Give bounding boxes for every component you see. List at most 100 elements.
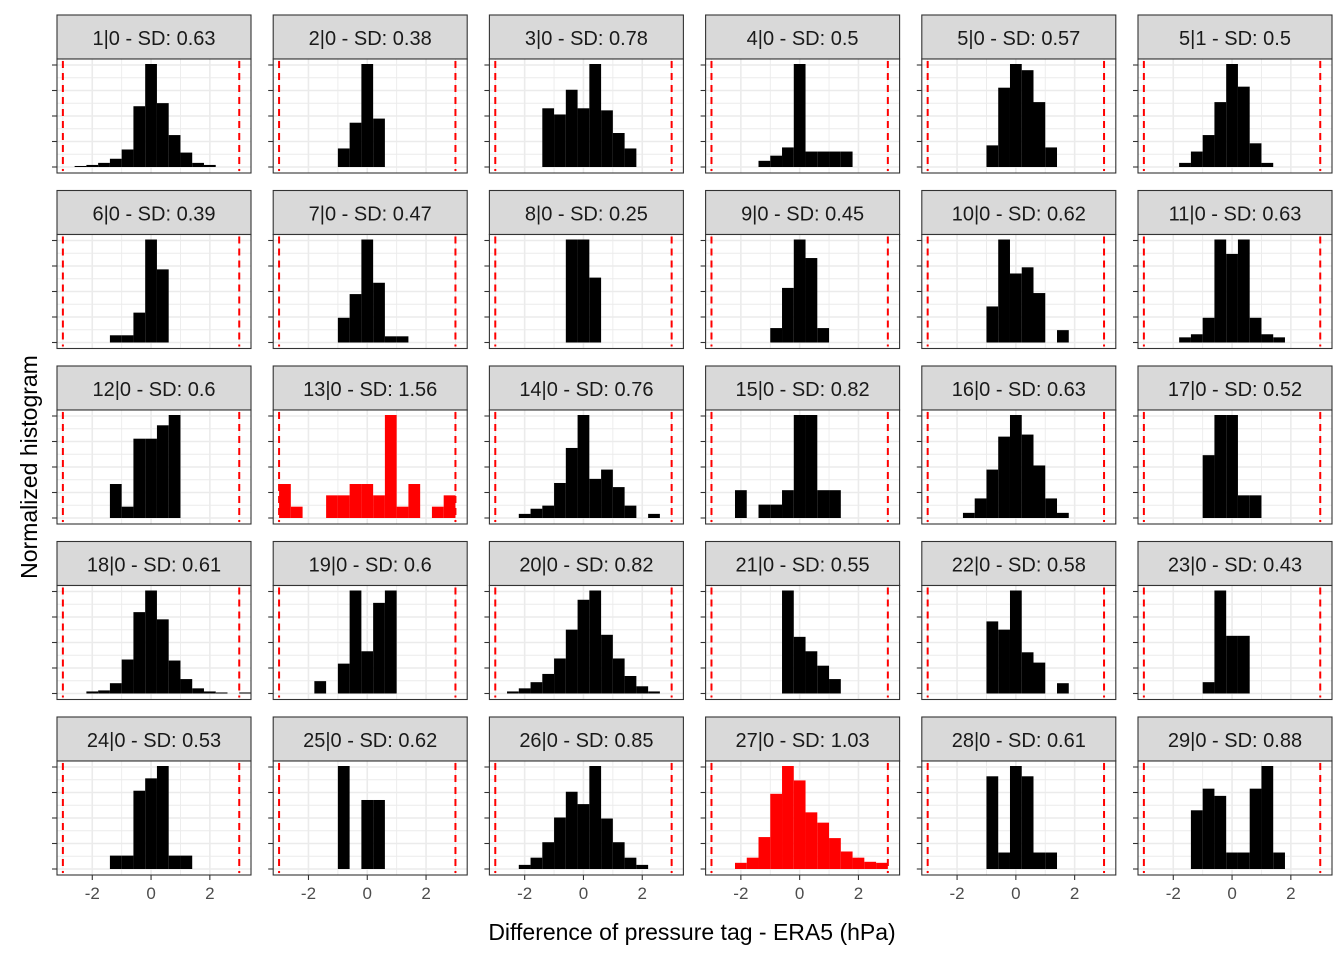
histogram-bar xyxy=(805,651,818,694)
histogram-bar xyxy=(109,158,122,167)
histogram-bar xyxy=(782,147,794,167)
histogram-bar xyxy=(337,495,350,518)
histogram-bar xyxy=(805,258,818,343)
facet-strip xyxy=(921,540,1117,587)
x-tick-label: 2 xyxy=(1286,884,1295,903)
histogram-bar xyxy=(565,791,578,869)
histogram-bar xyxy=(1045,498,1058,518)
histogram-bar xyxy=(361,799,374,869)
histogram-bar xyxy=(986,621,999,694)
histogram-bar xyxy=(518,688,531,694)
histogram-bar xyxy=(121,149,134,167)
facet-strip xyxy=(1137,365,1333,411)
histogram-bar xyxy=(840,851,853,869)
histogram-bar xyxy=(829,151,841,167)
histogram-bar xyxy=(1045,147,1058,167)
facet-panel: 3|0 - SD: 0.78 xyxy=(484,14,684,174)
facet-strip xyxy=(488,14,684,60)
histogram-bar xyxy=(746,857,759,869)
facet-strip xyxy=(56,716,252,762)
histogram-bar xyxy=(133,790,146,869)
facet-strip xyxy=(921,14,1117,60)
histogram-bar xyxy=(1202,317,1215,343)
histogram-bar xyxy=(734,490,747,518)
histogram-bar xyxy=(805,812,818,869)
histogram-bar xyxy=(1057,683,1069,694)
histogram-bar xyxy=(589,766,602,869)
facet-label: 1|0 - SD: 0.63 xyxy=(92,28,215,50)
histogram-bar xyxy=(156,425,169,518)
x-tick-label: 2 xyxy=(638,884,647,903)
facet-panel: 20|0 - SD: 0.82 xyxy=(484,540,684,701)
histogram-bar xyxy=(624,505,637,518)
facet-label: 9|0 - SD: 0.45 xyxy=(741,204,864,226)
histogram-bar xyxy=(337,663,350,694)
facet-strip xyxy=(272,189,468,236)
histogram-bar xyxy=(133,312,146,343)
histogram-bar xyxy=(1226,635,1238,694)
x-tick-label: -2 xyxy=(85,884,100,903)
histogram-bar xyxy=(156,269,169,343)
histogram-bar xyxy=(1057,512,1069,518)
facet-panel: 5|0 - SD: 0.57 xyxy=(916,14,1117,174)
facet-panel: 27|0 - SD: 1.03 -2 0 2 xyxy=(700,716,901,903)
histogram-bar xyxy=(758,504,771,518)
histogram-bar xyxy=(180,679,193,694)
histogram-bar xyxy=(1009,273,1022,343)
histogram-bar xyxy=(565,89,578,167)
histogram-bar xyxy=(1261,766,1274,869)
facet-panel: 5|1 - SD: 0.5 xyxy=(1133,14,1333,174)
histogram-bar xyxy=(1021,776,1034,869)
histogram-bar xyxy=(1237,852,1250,869)
histogram-bar xyxy=(215,692,228,694)
histogram-bar xyxy=(589,64,602,167)
histogram-bar xyxy=(793,636,806,694)
histogram-bar xyxy=(1009,415,1022,518)
histogram-bar xyxy=(1009,64,1022,167)
x-tick-label: -2 xyxy=(1166,884,1181,903)
histogram-bar xyxy=(1249,495,1262,518)
facet-label: 5|1 - SD: 0.5 xyxy=(1179,28,1291,50)
facet-label: 5|0 - SD: 0.57 xyxy=(957,28,1080,50)
histogram-bar xyxy=(1202,135,1215,167)
histogram-bar xyxy=(577,415,590,518)
histogram-bar xyxy=(192,162,204,167)
histogram-bar xyxy=(589,478,602,518)
histogram-bar xyxy=(1226,415,1238,518)
facet-strip xyxy=(1137,14,1333,60)
facet-panel: 1|0 - SD: 0.63 xyxy=(52,14,252,174)
x-tick-label: -2 xyxy=(517,884,532,903)
histogram-bar xyxy=(565,239,578,343)
histogram-bar xyxy=(530,857,543,869)
histogram-bar xyxy=(349,122,362,167)
facet-strip xyxy=(1137,716,1333,762)
histogram-bar xyxy=(817,822,830,869)
histogram-bar xyxy=(1226,253,1238,343)
histogram-bar xyxy=(1249,317,1262,343)
histogram-bar xyxy=(1202,788,1215,869)
histogram-bar xyxy=(121,506,134,518)
histogram-bar xyxy=(998,436,1010,518)
facet-label: 6|0 - SD: 0.39 xyxy=(92,204,215,226)
facet-panel: 24|0 - SD: 0.53 -2 0 2 xyxy=(52,716,252,903)
x-tick-label: 2 xyxy=(205,884,214,903)
histogram-bar xyxy=(1214,415,1227,518)
histogram-bar xyxy=(133,438,146,518)
histogram-bar xyxy=(373,118,385,167)
histogram-bar xyxy=(1021,267,1034,343)
histogram-bar xyxy=(133,106,146,167)
facet-label: 15|0 - SD: 0.82 xyxy=(736,379,870,401)
x-tick-label: 0 xyxy=(146,884,155,903)
histogram-bar xyxy=(817,151,830,167)
histogram-bar xyxy=(121,659,134,694)
facet-panel: 26|0 - SD: 0.85 -2 0 2 xyxy=(484,716,684,903)
histogram-bar xyxy=(1033,852,1046,869)
histogram-bar xyxy=(589,590,602,694)
x-tick-label: 0 xyxy=(1227,884,1236,903)
facet-strip xyxy=(488,189,684,236)
histogram-bar xyxy=(1202,455,1215,518)
histogram-bar xyxy=(1249,788,1262,869)
histogram-bar xyxy=(1033,662,1046,694)
facet-label: 3|0 - SD: 0.78 xyxy=(525,28,648,50)
